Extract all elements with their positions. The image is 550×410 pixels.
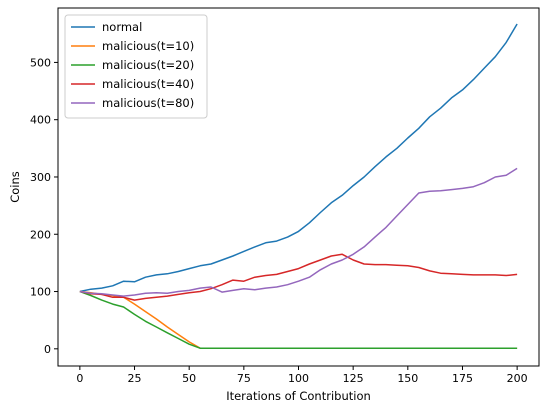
x-axis-ticks: 0 25 50 75 100 125 150 175 200: [76, 366, 528, 385]
series-line-4: [79, 167, 518, 297]
x-tick-label: 100: [288, 372, 309, 385]
x-tick-label: 75: [237, 372, 251, 385]
legend: normal malicious(t=10) malicious(t=20) mali…: [64, 14, 208, 119]
series-layer: [79, 23, 518, 349]
y-axis-ticks: 0 100 200 300 400 500: [30, 56, 58, 356]
x-tick-label: 150: [397, 372, 418, 385]
legend-label-3: malicious(t=40): [102, 77, 194, 91]
legend-label-0: normal: [102, 20, 142, 34]
legend-label-1: malicious(t=10): [102, 39, 194, 53]
legend-label-4: malicious(t=80): [102, 96, 194, 110]
y-tick-label: 100: [30, 286, 51, 299]
x-tick-label: 50: [182, 372, 196, 385]
series-line-0: [79, 23, 518, 293]
series-line-2: [79, 290, 518, 349]
x-tick-label: 0: [76, 372, 83, 385]
x-tick-label: 175: [452, 372, 473, 385]
y-tick-label: 400: [30, 114, 51, 127]
y-tick-label: 0: [44, 343, 51, 356]
legend-label-2: malicious(t=20): [102, 58, 194, 72]
x-tick-label: 200: [507, 372, 528, 385]
y-axis-label: Coins: [8, 171, 22, 203]
y-tick-label: 500: [30, 56, 51, 69]
series-line-3: [79, 253, 518, 301]
y-tick-label: 200: [30, 228, 51, 241]
x-tick-label: 125: [343, 372, 364, 385]
legend-box: [64, 14, 208, 119]
x-axis-label: Iterations of Contribution: [226, 389, 371, 403]
x-tick-label: 25: [128, 372, 142, 385]
y-tick-label: 300: [30, 171, 51, 184]
